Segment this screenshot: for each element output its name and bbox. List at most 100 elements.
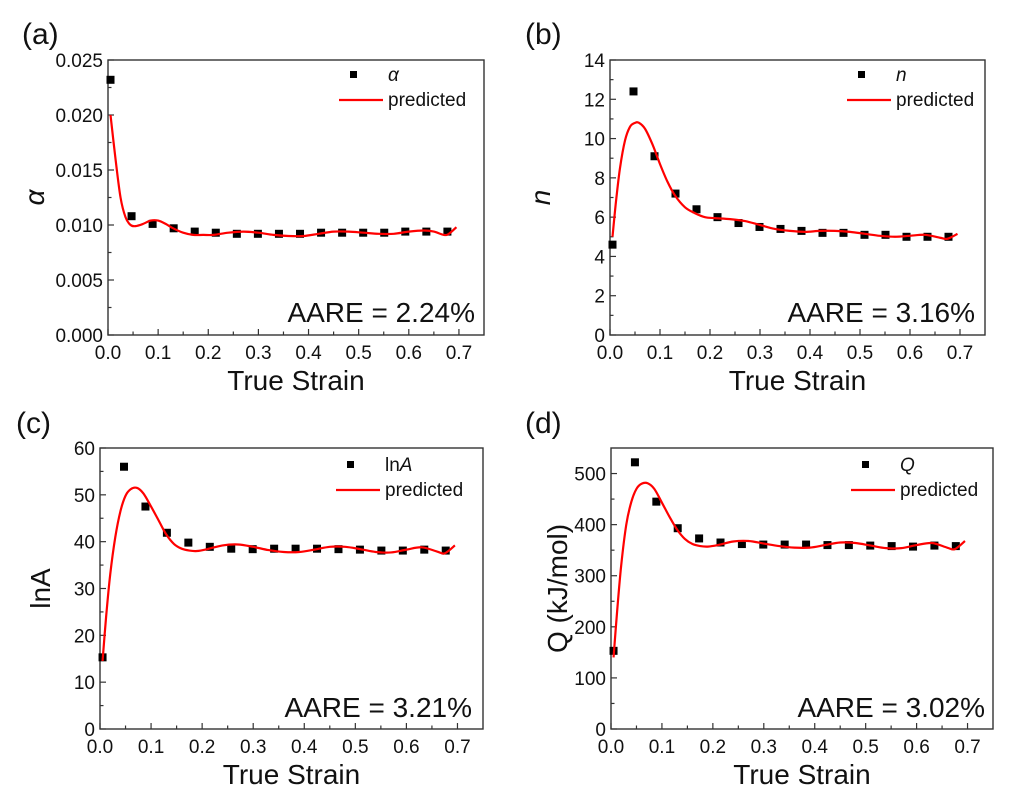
x-axis-label: True Strain <box>729 365 866 396</box>
y-tick-label: 8 <box>594 169 605 190</box>
y-tick-label: 12 <box>584 90 605 111</box>
legend-marker-square <box>347 461 354 468</box>
y-tick-label: 100 <box>574 669 606 690</box>
data-point <box>802 540 811 549</box>
x-tick-label: 0.0 <box>87 737 113 758</box>
y-tick-label: 2 <box>594 287 605 308</box>
data-point <box>106 75 115 84</box>
data-point <box>737 540 746 549</box>
data-point <box>944 232 953 241</box>
y-axis-label: n <box>525 190 556 206</box>
x-tick-label: 0.0 <box>95 343 121 364</box>
data-point <box>148 219 157 228</box>
x-tick-label: 0.3 <box>240 737 266 758</box>
data-point <box>162 528 171 537</box>
data-point <box>274 229 283 238</box>
panel-c: (c) 0.0 0.1 0.2 0.3 0.4 0.5 0.6 0.7 0 10 20 30 40 50 60… <box>16 407 484 790</box>
data-point <box>630 458 639 467</box>
aare-annotation: AARE = 3.21% <box>284 692 472 723</box>
predicted-curve <box>109 114 458 238</box>
x-axis-label: True Strain <box>223 759 360 790</box>
aare-annotation: AARE = 3.02% <box>797 692 985 723</box>
data-point <box>211 228 220 237</box>
x-tick-label: 0.0 <box>598 737 624 758</box>
x-tick-label: 0.6 <box>393 737 419 758</box>
legend: n predicted <box>847 65 974 111</box>
data-point <box>270 544 279 553</box>
panel-label: (d) <box>525 407 562 440</box>
legend: α predicted <box>339 65 466 111</box>
data-point <box>380 228 389 237</box>
data-point <box>818 228 827 237</box>
panel-label: (a) <box>22 18 59 51</box>
x-tick-label: 0.1 <box>145 343 171 364</box>
y-tick-label: 50 <box>74 486 95 507</box>
data-point <box>127 212 136 221</box>
legend-label-data: Q <box>900 455 915 476</box>
data-point <box>338 228 347 237</box>
data-point <box>334 545 343 554</box>
data-point <box>248 545 257 554</box>
y-tick-label: 0 <box>84 720 95 741</box>
x-tick-label: 0.3 <box>245 343 271 364</box>
y-tick-label: 400 <box>574 516 606 537</box>
x-tick-label: 0.5 <box>342 737 368 758</box>
panel-a: (a) 0.0 0.1 0.2 0.3 0.4 0.5 0.6 0.7 0.000 0.005 0.0… <box>19 18 485 396</box>
y-tick-label: 60 <box>74 439 95 460</box>
plot-frame <box>610 447 994 730</box>
data-point <box>190 227 199 236</box>
panel-b: (b) 0.0 0.1 0.2 0.3 0.4 0.5 0.6 0.7 0 2 4 6 8 10 12 14 Tr… <box>525 18 986 396</box>
data-point <box>716 538 725 547</box>
x-tick-label: 0.0 <box>597 343 623 364</box>
data-point <box>923 232 932 241</box>
aare-annotation: AARE = 3.16% <box>787 297 975 328</box>
legend-label-predicted: predicted <box>385 480 463 501</box>
data-point <box>839 228 848 237</box>
x-tick-label: 0.2 <box>700 737 726 758</box>
y-tick-label: 0.025 <box>55 51 103 72</box>
x-tick-label: 0.7 <box>446 343 472 364</box>
data-point <box>692 205 701 214</box>
data-point <box>120 462 129 471</box>
y-tick-label: 20 <box>74 626 95 647</box>
data-point <box>881 230 890 239</box>
data-point <box>184 538 193 547</box>
x-tick-label: 0.4 <box>797 343 824 364</box>
legend-label-data: lnA <box>385 455 412 476</box>
y-axis-label: α <box>19 188 50 205</box>
y-tick-label: 6 <box>594 208 605 229</box>
y-tick-label: 0.015 <box>55 161 103 182</box>
x-tick-label: 0.5 <box>852 737 878 758</box>
data-point <box>713 213 722 222</box>
data-point <box>205 542 214 551</box>
legend-label-data: α <box>388 65 400 86</box>
y-tick-label: 30 <box>74 580 95 601</box>
data-point <box>755 222 764 231</box>
legend-marker-square <box>862 461 869 468</box>
y-axis-label: Q (kJ/mol) <box>542 524 573 653</box>
y-tick-label: 10 <box>584 130 605 151</box>
y-tick-label: 40 <box>74 533 95 554</box>
data-point <box>291 544 300 553</box>
x-tick-label: 0.1 <box>138 737 164 758</box>
x-tick-label: 0.7 <box>947 343 973 364</box>
data-point <box>253 229 262 238</box>
data-point <box>296 229 305 238</box>
predicted-curve <box>611 121 959 241</box>
x-tick-label: 0.6 <box>897 343 923 364</box>
data-point <box>141 502 150 511</box>
y-tick-label: 0.000 <box>55 326 103 347</box>
data-point <box>227 544 236 553</box>
legend-label-predicted: predicted <box>896 90 974 111</box>
data-point <box>671 189 680 198</box>
data-point <box>441 546 450 555</box>
x-tick-label: 0.6 <box>396 343 422 364</box>
x-axis-label: True Strain <box>227 365 364 396</box>
y-tick-label: 0.020 <box>55 106 103 127</box>
data-point <box>673 524 682 533</box>
x-tick-label: 0.2 <box>189 737 215 758</box>
data-point <box>420 545 429 554</box>
predicted-curve <box>101 486 456 662</box>
x-tick-label: 0.3 <box>747 343 773 364</box>
